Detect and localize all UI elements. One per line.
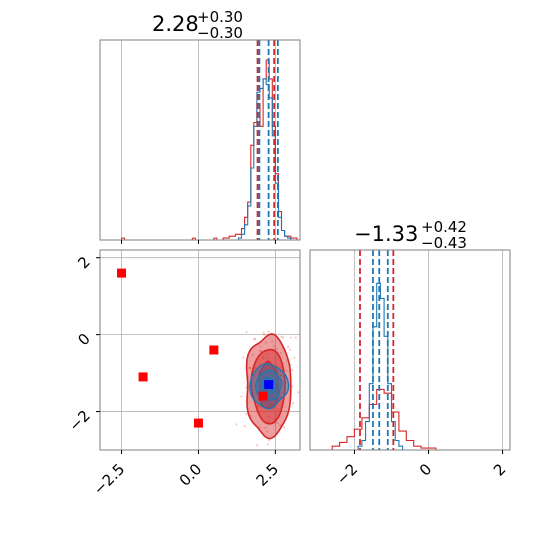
sample-point	[297, 391, 300, 394]
p1-red-outlier-bin	[213, 237, 218, 240]
sample-point	[242, 356, 245, 359]
red-square-marker	[138, 372, 148, 382]
histogram-panel-p1: 2.28 +0.30 −0.30	[99, 7, 301, 244]
red-square-marker	[193, 418, 203, 428]
scatter-x-tick-label: −2.5	[90, 460, 128, 498]
p1-blue-histogram	[237, 78, 292, 240]
sample-point	[256, 444, 259, 447]
scatter-frame	[99, 249, 301, 451]
scatter-y-tick-label: −2	[65, 407, 93, 435]
sample-point	[258, 426, 261, 429]
sample-point	[287, 345, 290, 348]
sample-point	[264, 426, 267, 429]
sample-point	[271, 340, 274, 343]
sample-point	[280, 335, 283, 338]
p1-red-outlier-bin	[191, 237, 196, 240]
sample-point	[259, 345, 262, 348]
p2-blue-histogram	[357, 282, 404, 450]
sample-point	[266, 443, 269, 446]
sample-point	[288, 348, 291, 351]
sample-point	[266, 430, 269, 433]
sample-point	[253, 337, 257, 340]
sample-point	[248, 366, 251, 369]
sample-point	[253, 338, 256, 341]
sample-point	[240, 395, 243, 398]
sample-point	[264, 341, 268, 344]
sample-point	[281, 336, 285, 339]
sample-point	[260, 349, 263, 352]
scatter-y-tick-label: 0	[74, 330, 93, 349]
histogram-p1-frame	[99, 39, 301, 241]
p2-tick-label: 0	[416, 460, 435, 479]
sample-point	[276, 421, 279, 425]
sample-point	[291, 369, 294, 372]
sample-point	[262, 331, 265, 334]
sample-point	[275, 348, 278, 351]
p1-red-outlier-bin	[121, 237, 126, 240]
sample-point	[259, 349, 262, 352]
blue-square-marker	[264, 380, 274, 390]
sample-point	[243, 425, 246, 428]
sample-point	[268, 439, 271, 442]
sample-point	[250, 367, 253, 370]
red-square-marker	[117, 268, 127, 278]
sample-point	[245, 412, 248, 415]
sample-point	[245, 331, 248, 334]
sample-point	[263, 333, 266, 336]
histogram-panel-p2: −2 0 2 −1.33 +0.42 −0.43	[309, 217, 511, 488]
histogram-p2-frame	[309, 249, 511, 451]
p2-tick-label: −2	[333, 460, 361, 488]
sample-point	[294, 336, 297, 339]
histogram-p1-title: 2.28 +0.30 −0.30	[152, 7, 248, 42]
scatter-x-tick-label: 2.5	[253, 460, 283, 490]
histogram-p2-title: −1.33 +0.42 −0.43	[354, 217, 472, 252]
scatter-y-tick-label: 2	[74, 253, 93, 272]
sample-point	[267, 330, 270, 333]
p2-red-histogram	[331, 388, 437, 450]
sample-point	[235, 423, 238, 426]
sample-point	[251, 353, 254, 356]
red-square-marker	[258, 391, 268, 401]
red-square-marker	[209, 345, 219, 355]
sample-point	[292, 402, 295, 405]
sample-point	[285, 369, 288, 372]
sample-point	[272, 345, 275, 348]
sample-point	[289, 336, 292, 339]
scatter-panel: −2.5 0.0 2.5 −2 0 2	[65, 249, 301, 499]
sample-point	[279, 424, 282, 427]
p2-tick-label: 2	[490, 460, 509, 479]
scatter-x-tick-label: 0.0	[176, 460, 206, 490]
sample-point	[291, 385, 294, 388]
sample-point	[293, 356, 296, 359]
sample-point	[279, 351, 283, 354]
sample-point	[245, 386, 248, 389]
sample-point	[283, 426, 286, 429]
sample-point	[248, 366, 251, 369]
